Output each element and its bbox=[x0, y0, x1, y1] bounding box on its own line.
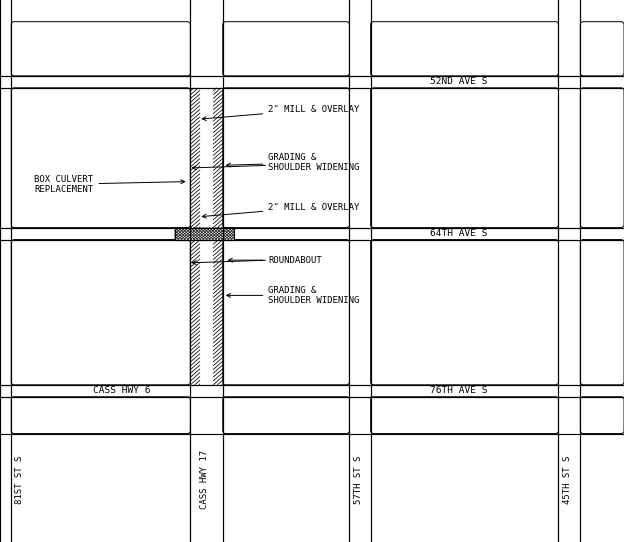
Bar bbox=[0, 385, 624, 397]
FancyBboxPatch shape bbox=[223, 22, 349, 76]
Text: 52ND AVE S: 52ND AVE S bbox=[430, 78, 487, 86]
Text: CASS HWY 17: CASS HWY 17 bbox=[200, 450, 209, 509]
Bar bbox=[175, 228, 234, 240]
FancyBboxPatch shape bbox=[371, 88, 558, 228]
Text: 81ST ST S: 81ST ST S bbox=[16, 455, 24, 504]
FancyBboxPatch shape bbox=[580, 88, 624, 228]
Text: ROUNDABOUT: ROUNDABOUT bbox=[228, 256, 322, 264]
FancyBboxPatch shape bbox=[223, 397, 349, 434]
Bar bbox=[0, 434, 624, 542]
Bar bbox=[0, 0, 11, 542]
FancyBboxPatch shape bbox=[11, 22, 190, 76]
Bar bbox=[558, 0, 580, 542]
Text: 76TH AVE S: 76TH AVE S bbox=[430, 386, 487, 395]
FancyBboxPatch shape bbox=[223, 88, 349, 228]
Bar bbox=[349, 0, 371, 542]
Bar bbox=[0, 0, 624, 35]
FancyBboxPatch shape bbox=[11, 88, 190, 228]
Text: BOX CULVERT
REPLACEMENT: BOX CULVERT REPLACEMENT bbox=[34, 175, 185, 194]
Text: 45TH ST S: 45TH ST S bbox=[563, 455, 572, 504]
Bar bbox=[175, 228, 234, 240]
Bar bbox=[190, 0, 223, 542]
FancyBboxPatch shape bbox=[371, 22, 558, 76]
Text: 64TH AVE S: 64TH AVE S bbox=[430, 229, 487, 238]
Text: CASS HWY 6: CASS HWY 6 bbox=[93, 386, 150, 395]
FancyBboxPatch shape bbox=[580, 397, 624, 434]
Text: GRADING &
SHOULDER WIDENING: GRADING & SHOULDER WIDENING bbox=[227, 153, 359, 172]
Text: 2" MILL & OVERLAY: 2" MILL & OVERLAY bbox=[202, 105, 359, 120]
FancyBboxPatch shape bbox=[371, 397, 558, 434]
FancyBboxPatch shape bbox=[223, 240, 349, 385]
FancyBboxPatch shape bbox=[580, 22, 624, 76]
Text: GRADING &
SHOULDER WIDENING: GRADING & SHOULDER WIDENING bbox=[227, 286, 359, 305]
Text: 57TH ST S: 57TH ST S bbox=[354, 455, 363, 504]
FancyBboxPatch shape bbox=[11, 397, 190, 434]
FancyBboxPatch shape bbox=[11, 240, 190, 385]
FancyBboxPatch shape bbox=[371, 240, 558, 385]
Text: 2" MILL & OVERLAY: 2" MILL & OVERLAY bbox=[202, 203, 359, 218]
Bar bbox=[0, 228, 624, 240]
FancyBboxPatch shape bbox=[580, 240, 624, 385]
Bar bbox=[0, 76, 624, 88]
